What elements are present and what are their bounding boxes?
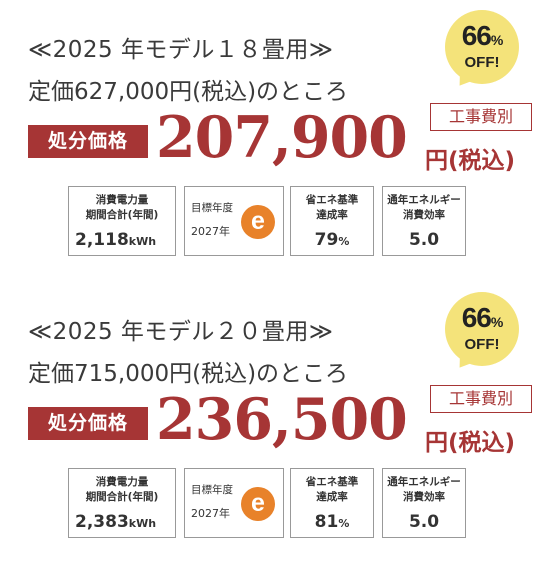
- energy-consumption-box: 消費電力量 期間合計(年間) 2,118kWh: [68, 186, 176, 256]
- achievement-rate-value: 79%: [314, 230, 350, 250]
- construction-fee-note: 工事費別: [430, 103, 532, 131]
- model-title: ≪2025 年モデル２０畳用≫: [28, 319, 334, 345]
- energy-consumption-value: 2,118kWh: [75, 230, 157, 250]
- achievement-rate-box: 省エネ基準 達成率 81%: [290, 468, 374, 538]
- discount-off-label: OFF!: [464, 336, 500, 353]
- list-price: 定価715,000円(税込)のところ: [28, 361, 349, 387]
- sale-price-label: 処分価格: [28, 125, 148, 158]
- price-unit: 円(税込): [425, 148, 516, 174]
- price-unit: 円(税込): [425, 430, 516, 456]
- discount-percent: 66%: [461, 20, 504, 51]
- energy-saving-mark-icon: e: [241, 487, 275, 521]
- construction-fee-note: 工事費別: [430, 385, 532, 413]
- sale-price: 207,900: [156, 104, 408, 171]
- energy-efficiency-value: 5.0: [408, 512, 440, 532]
- discount-percent: 66%: [461, 302, 504, 333]
- achievement-rate-box: 省エネ基準 達成率 79%: [290, 186, 374, 256]
- energy-efficiency-box: 通年エネルギー 消費効率 5.0: [382, 468, 466, 538]
- energy-saving-mark-icon: e: [241, 205, 275, 239]
- list-price: 定価627,000円(税込)のところ: [28, 79, 349, 105]
- sale-price: 236,500: [156, 386, 408, 453]
- energy-consumption-value: 2,383kWh: [75, 512, 157, 532]
- energy-consumption-box: 消費電力量 期間合計(年間) 2,383kWh: [68, 468, 176, 538]
- energy-efficiency-box: 通年エネルギー 消費効率 5.0: [382, 186, 466, 256]
- achievement-rate-value: 81%: [314, 512, 350, 532]
- listing-20-tatami: ≪2025 年モデル２０畳用≫ 定価715,000円(税込)のところ 66% O…: [0, 282, 560, 562]
- discount-off-label: OFF!: [464, 54, 500, 71]
- target-year-box: 目標年度 2027年 e: [184, 468, 284, 538]
- discount-badge: 66% OFF!: [445, 10, 519, 84]
- sale-price-label: 処分価格: [28, 407, 148, 440]
- target-year-box: 目標年度 2027年 e: [184, 186, 284, 256]
- listing-18-tatami: ≪2025 年モデル１８畳用≫ 定価627,000円(税込)のところ 66% O…: [0, 0, 560, 280]
- model-title: ≪2025 年モデル１８畳用≫: [28, 37, 334, 63]
- energy-efficiency-value: 5.0: [408, 230, 440, 250]
- discount-badge: 66% OFF!: [445, 292, 519, 366]
